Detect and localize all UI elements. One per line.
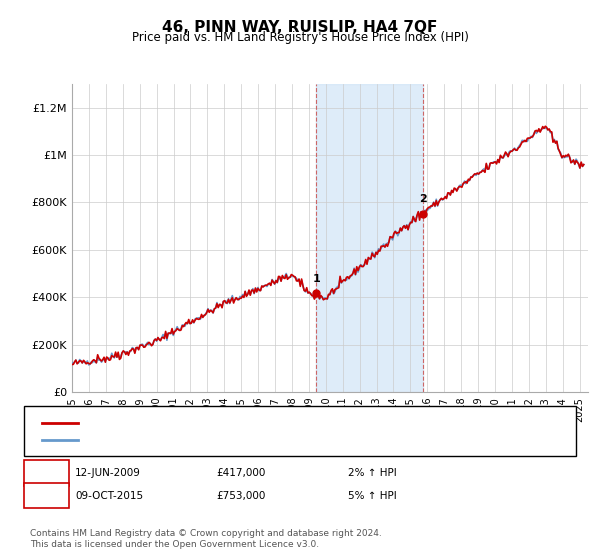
Text: 09-OCT-2015: 09-OCT-2015 xyxy=(75,491,143,501)
Text: 5% ↑ HPI: 5% ↑ HPI xyxy=(348,491,397,501)
Text: 2% ↑ HPI: 2% ↑ HPI xyxy=(348,468,397,478)
Text: £417,000: £417,000 xyxy=(216,468,265,478)
Text: Price paid vs. HM Land Registry's House Price Index (HPI): Price paid vs. HM Land Registry's House … xyxy=(131,31,469,44)
Text: £753,000: £753,000 xyxy=(216,491,265,501)
Bar xyxy=(316,84,424,392)
Text: HPI: Average price, detached house, Hillingdon: HPI: Average price, detached house, Hill… xyxy=(87,435,332,445)
Text: 12-JUN-2009: 12-JUN-2009 xyxy=(75,468,141,478)
Text: 1: 1 xyxy=(43,468,50,478)
Text: 46, PINN WAY, RUISLIP, HA4 7QF (detached house): 46, PINN WAY, RUISLIP, HA4 7QF (detached… xyxy=(87,418,350,428)
Text: Contains HM Land Registry data © Crown copyright and database right 2024.
This d: Contains HM Land Registry data © Crown c… xyxy=(30,529,382,549)
Text: 2: 2 xyxy=(43,491,50,501)
Text: 1: 1 xyxy=(313,274,320,284)
Text: 2: 2 xyxy=(419,194,427,204)
Text: 46, PINN WAY, RUISLIP, HA4 7QF: 46, PINN WAY, RUISLIP, HA4 7QF xyxy=(163,20,437,35)
